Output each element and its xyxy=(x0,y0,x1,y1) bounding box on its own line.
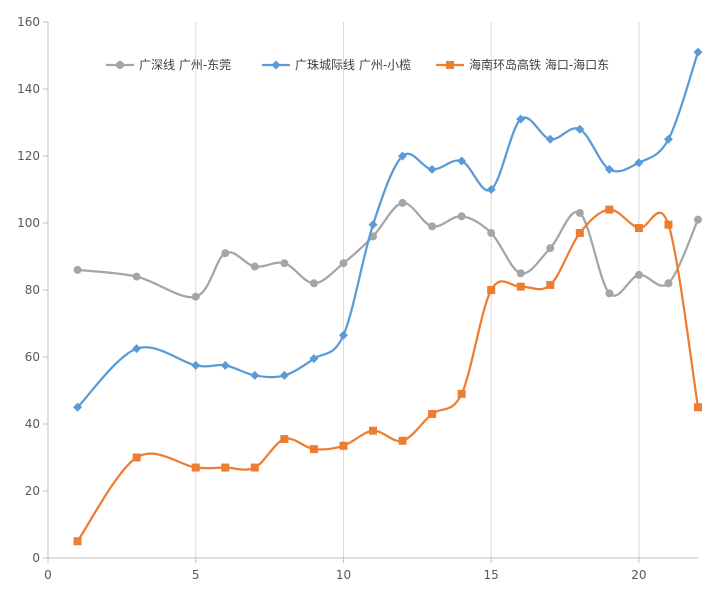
data-point xyxy=(220,360,230,370)
data-point xyxy=(132,272,141,281)
data-point xyxy=(250,262,259,271)
data-point xyxy=(604,164,614,174)
y-tick-label: 100 xyxy=(17,216,40,230)
data-point xyxy=(191,360,201,370)
data-point xyxy=(368,220,378,230)
data-point xyxy=(339,259,348,268)
series-3 xyxy=(73,205,702,546)
data-point xyxy=(487,229,496,238)
data-point xyxy=(250,463,259,472)
legend-label: 广深线 广州-东莞 xyxy=(139,58,231,72)
data-point xyxy=(457,212,466,221)
data-point xyxy=(486,185,496,194)
data-point xyxy=(457,389,466,398)
data-point xyxy=(221,463,230,472)
axes: 0 20 40 60 80 100 120 140 160 0 5 10 15 20 xyxy=(17,15,698,582)
data-point xyxy=(250,370,260,380)
data-point xyxy=(634,270,643,279)
data-point xyxy=(575,124,585,134)
series-group xyxy=(73,47,703,546)
data-point xyxy=(191,463,200,472)
data-point xyxy=(516,114,526,124)
data-point xyxy=(398,198,407,207)
data-point xyxy=(398,151,408,161)
data-point xyxy=(279,370,289,380)
data-point xyxy=(664,220,673,229)
data-point xyxy=(221,249,230,258)
data-point xyxy=(309,279,318,288)
y-tick-label: 160 xyxy=(17,15,40,29)
data-point xyxy=(428,409,437,418)
series-1 xyxy=(73,198,702,301)
y-tick-label: 20 xyxy=(25,484,40,498)
data-point xyxy=(427,164,437,174)
data-point xyxy=(516,269,525,278)
x-tick-label: 10 xyxy=(336,568,351,582)
data-point xyxy=(664,279,673,288)
data-point xyxy=(545,134,555,144)
series-2 xyxy=(73,47,703,412)
legend-marker xyxy=(271,60,281,70)
data-point xyxy=(575,208,584,217)
legend-marker xyxy=(116,61,124,69)
data-point xyxy=(693,47,703,57)
data-point xyxy=(191,292,200,301)
data-point xyxy=(309,354,319,364)
legend-item: 广深线 广州-东莞 xyxy=(106,58,231,72)
data-point xyxy=(457,156,467,166)
data-point xyxy=(694,403,702,412)
legend-marker xyxy=(446,61,454,69)
legend-label: 海南环岛高铁 海口-海口东 xyxy=(469,57,609,72)
data-point xyxy=(369,426,377,435)
data-point xyxy=(663,134,673,144)
legend: 广深线 广州-东莞 广珠城际线 广州-小榄 海南环岛高铁 海口-海口东 xyxy=(106,57,609,72)
y-tick-label: 60 xyxy=(25,350,40,364)
data-point xyxy=(338,330,348,340)
data-point xyxy=(309,445,318,454)
data-point xyxy=(546,280,555,289)
y-tick-label: 120 xyxy=(17,149,40,163)
x-tick-label: 5 xyxy=(192,568,200,582)
data-point xyxy=(575,229,584,238)
y-tick-label: 40 xyxy=(25,417,40,431)
data-point xyxy=(634,158,644,168)
data-point xyxy=(487,286,496,294)
data-point xyxy=(546,244,555,253)
y-tick-label: 140 xyxy=(17,82,40,96)
y-tick-label: 80 xyxy=(25,283,40,297)
data-point xyxy=(132,344,142,354)
data-point xyxy=(694,215,702,224)
data-point xyxy=(634,224,643,233)
data-point xyxy=(339,441,348,450)
data-point xyxy=(605,289,614,298)
data-point xyxy=(398,436,407,445)
data-point xyxy=(280,259,289,268)
data-point xyxy=(73,402,83,412)
data-point xyxy=(428,222,437,231)
data-point xyxy=(132,453,141,462)
data-point xyxy=(280,435,289,444)
x-tick-label: 15 xyxy=(484,568,499,582)
legend-label: 广珠城际线 广州-小榄 xyxy=(295,58,411,72)
legend-item: 广珠城际线 广州-小榄 xyxy=(262,58,411,72)
x-tick-label: 20 xyxy=(631,568,646,582)
data-point xyxy=(73,265,82,274)
data-point xyxy=(516,282,525,291)
y-tick-label: 0 xyxy=(32,551,40,565)
legend-item: 海南环岛高铁 海口-海口东 xyxy=(436,57,609,72)
data-point xyxy=(605,205,614,214)
x-tick-label: 0 xyxy=(44,568,52,582)
data-point xyxy=(73,537,82,546)
